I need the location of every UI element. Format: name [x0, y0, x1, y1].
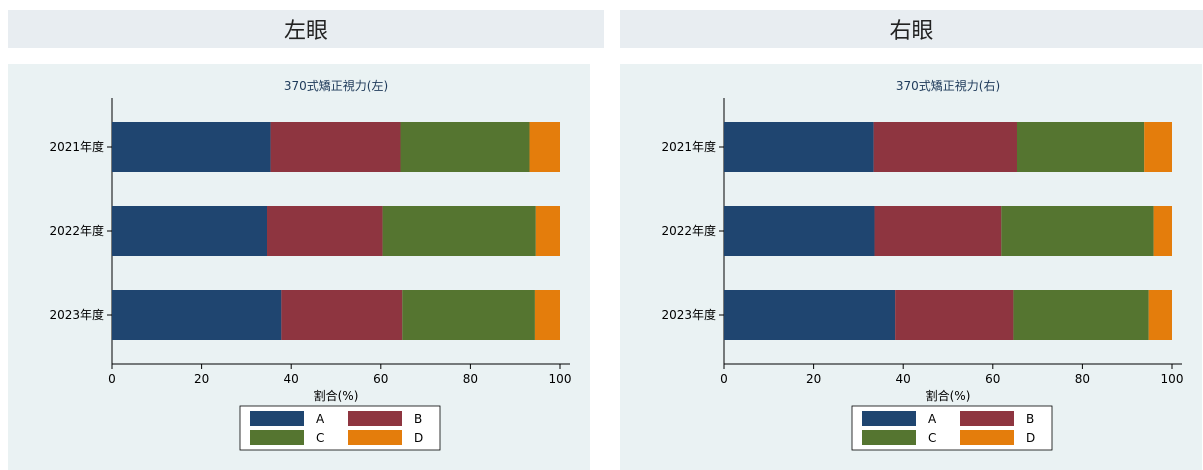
legend-swatch-b — [348, 411, 402, 426]
legend-label-d: D — [414, 431, 423, 445]
bar-segment-b — [874, 206, 1002, 256]
x-tick-label: 0 — [108, 372, 116, 386]
legend-swatch-d — [348, 430, 402, 445]
chart-title: 370式矯正視力(右) — [896, 78, 1000, 93]
legend: A B C D — [851, 405, 1053, 451]
x-tick-label: 20 — [806, 372, 821, 386]
category-label: 2022年度 — [49, 223, 104, 238]
x-axis-title: 割合(%) — [926, 388, 971, 403]
legend-label-a: A — [316, 412, 325, 426]
bar-segment-d — [534, 290, 560, 340]
bar-segment-d — [535, 206, 560, 256]
legend: A B C D — [239, 405, 441, 451]
bar-segment-c — [1001, 206, 1154, 256]
legend-label-c: C — [316, 431, 324, 445]
legend-label-c: C — [928, 431, 936, 445]
category-label: 2021年度 — [49, 139, 104, 154]
x-tick-label: 60 — [373, 372, 388, 386]
x-tick-label: 60 — [985, 372, 1000, 386]
category-label: 2023年度 — [661, 307, 716, 322]
bar-segment-b — [281, 290, 403, 340]
bar-segment-c — [1016, 122, 1145, 172]
legend-swatch-a — [862, 411, 916, 426]
legend-swatch-a — [250, 411, 304, 426]
chart-title: 370式矯正視力(左) — [284, 78, 388, 93]
chart-left-eye: 370式矯正視力(左) 2021年度 2022年度 2023年度 0 20 40 60 80 10… — [8, 64, 590, 470]
legend-swatch-d — [960, 430, 1014, 445]
bar-segment-c — [1013, 290, 1149, 340]
bar-segment-a — [112, 122, 271, 172]
x-tick-label: 40 — [284, 372, 299, 386]
legend-label-b: B — [414, 412, 422, 426]
left-eye-header-text: 左眼 — [283, 19, 328, 44]
bar-segment-d — [1144, 122, 1172, 172]
x-tick-label: 80 — [463, 372, 478, 386]
legend-label-a: A — [928, 412, 937, 426]
x-tick-label: 0 — [720, 372, 728, 386]
x-tick-label: 40 — [896, 372, 911, 386]
bar-segment-b — [267, 206, 383, 256]
bar-segment-d — [529, 122, 560, 172]
bar-segment-a — [724, 206, 875, 256]
bar-segment-a — [724, 290, 896, 340]
bar-segment-d — [1153, 206, 1172, 256]
bar-segment-a — [112, 290, 282, 340]
legend-swatch-c — [862, 430, 916, 445]
bar-segment-c — [402, 290, 535, 340]
x-tick-label: 100 — [549, 372, 572, 386]
bar-segment-a — [112, 206, 268, 256]
left-eye-header: 左眼 — [8, 10, 604, 48]
category-label: 2022年度 — [661, 223, 716, 238]
bar-segment-b — [895, 290, 1014, 340]
x-tick-label: 80 — [1075, 372, 1090, 386]
bar-segment-c — [382, 206, 536, 256]
legend-swatch-c — [250, 430, 304, 445]
right-eye-header: 右眼 — [620, 10, 1203, 48]
chart-right-eye: 370式矯正視力(右) 2021年度 2022年度 2023年度 0 20 40 60 80 10… — [620, 64, 1202, 470]
x-tick-label: 20 — [194, 372, 209, 386]
legend-swatch-b — [960, 411, 1014, 426]
x-tick-label: 100 — [1161, 372, 1184, 386]
legend-label-d: D — [1026, 431, 1035, 445]
category-label: 2021年度 — [661, 139, 716, 154]
right-eye-header-text: 右眼 — [889, 19, 934, 44]
legend-label-b: B — [1026, 412, 1034, 426]
x-axis-title: 割合(%) — [314, 388, 359, 403]
bar-segment-b — [873, 122, 1017, 172]
category-label: 2023年度 — [49, 307, 104, 322]
bar-segment-a — [724, 122, 874, 172]
bar-segment-c — [400, 122, 530, 172]
bar-segment-b — [270, 122, 401, 172]
bar-segment-d — [1148, 290, 1172, 340]
